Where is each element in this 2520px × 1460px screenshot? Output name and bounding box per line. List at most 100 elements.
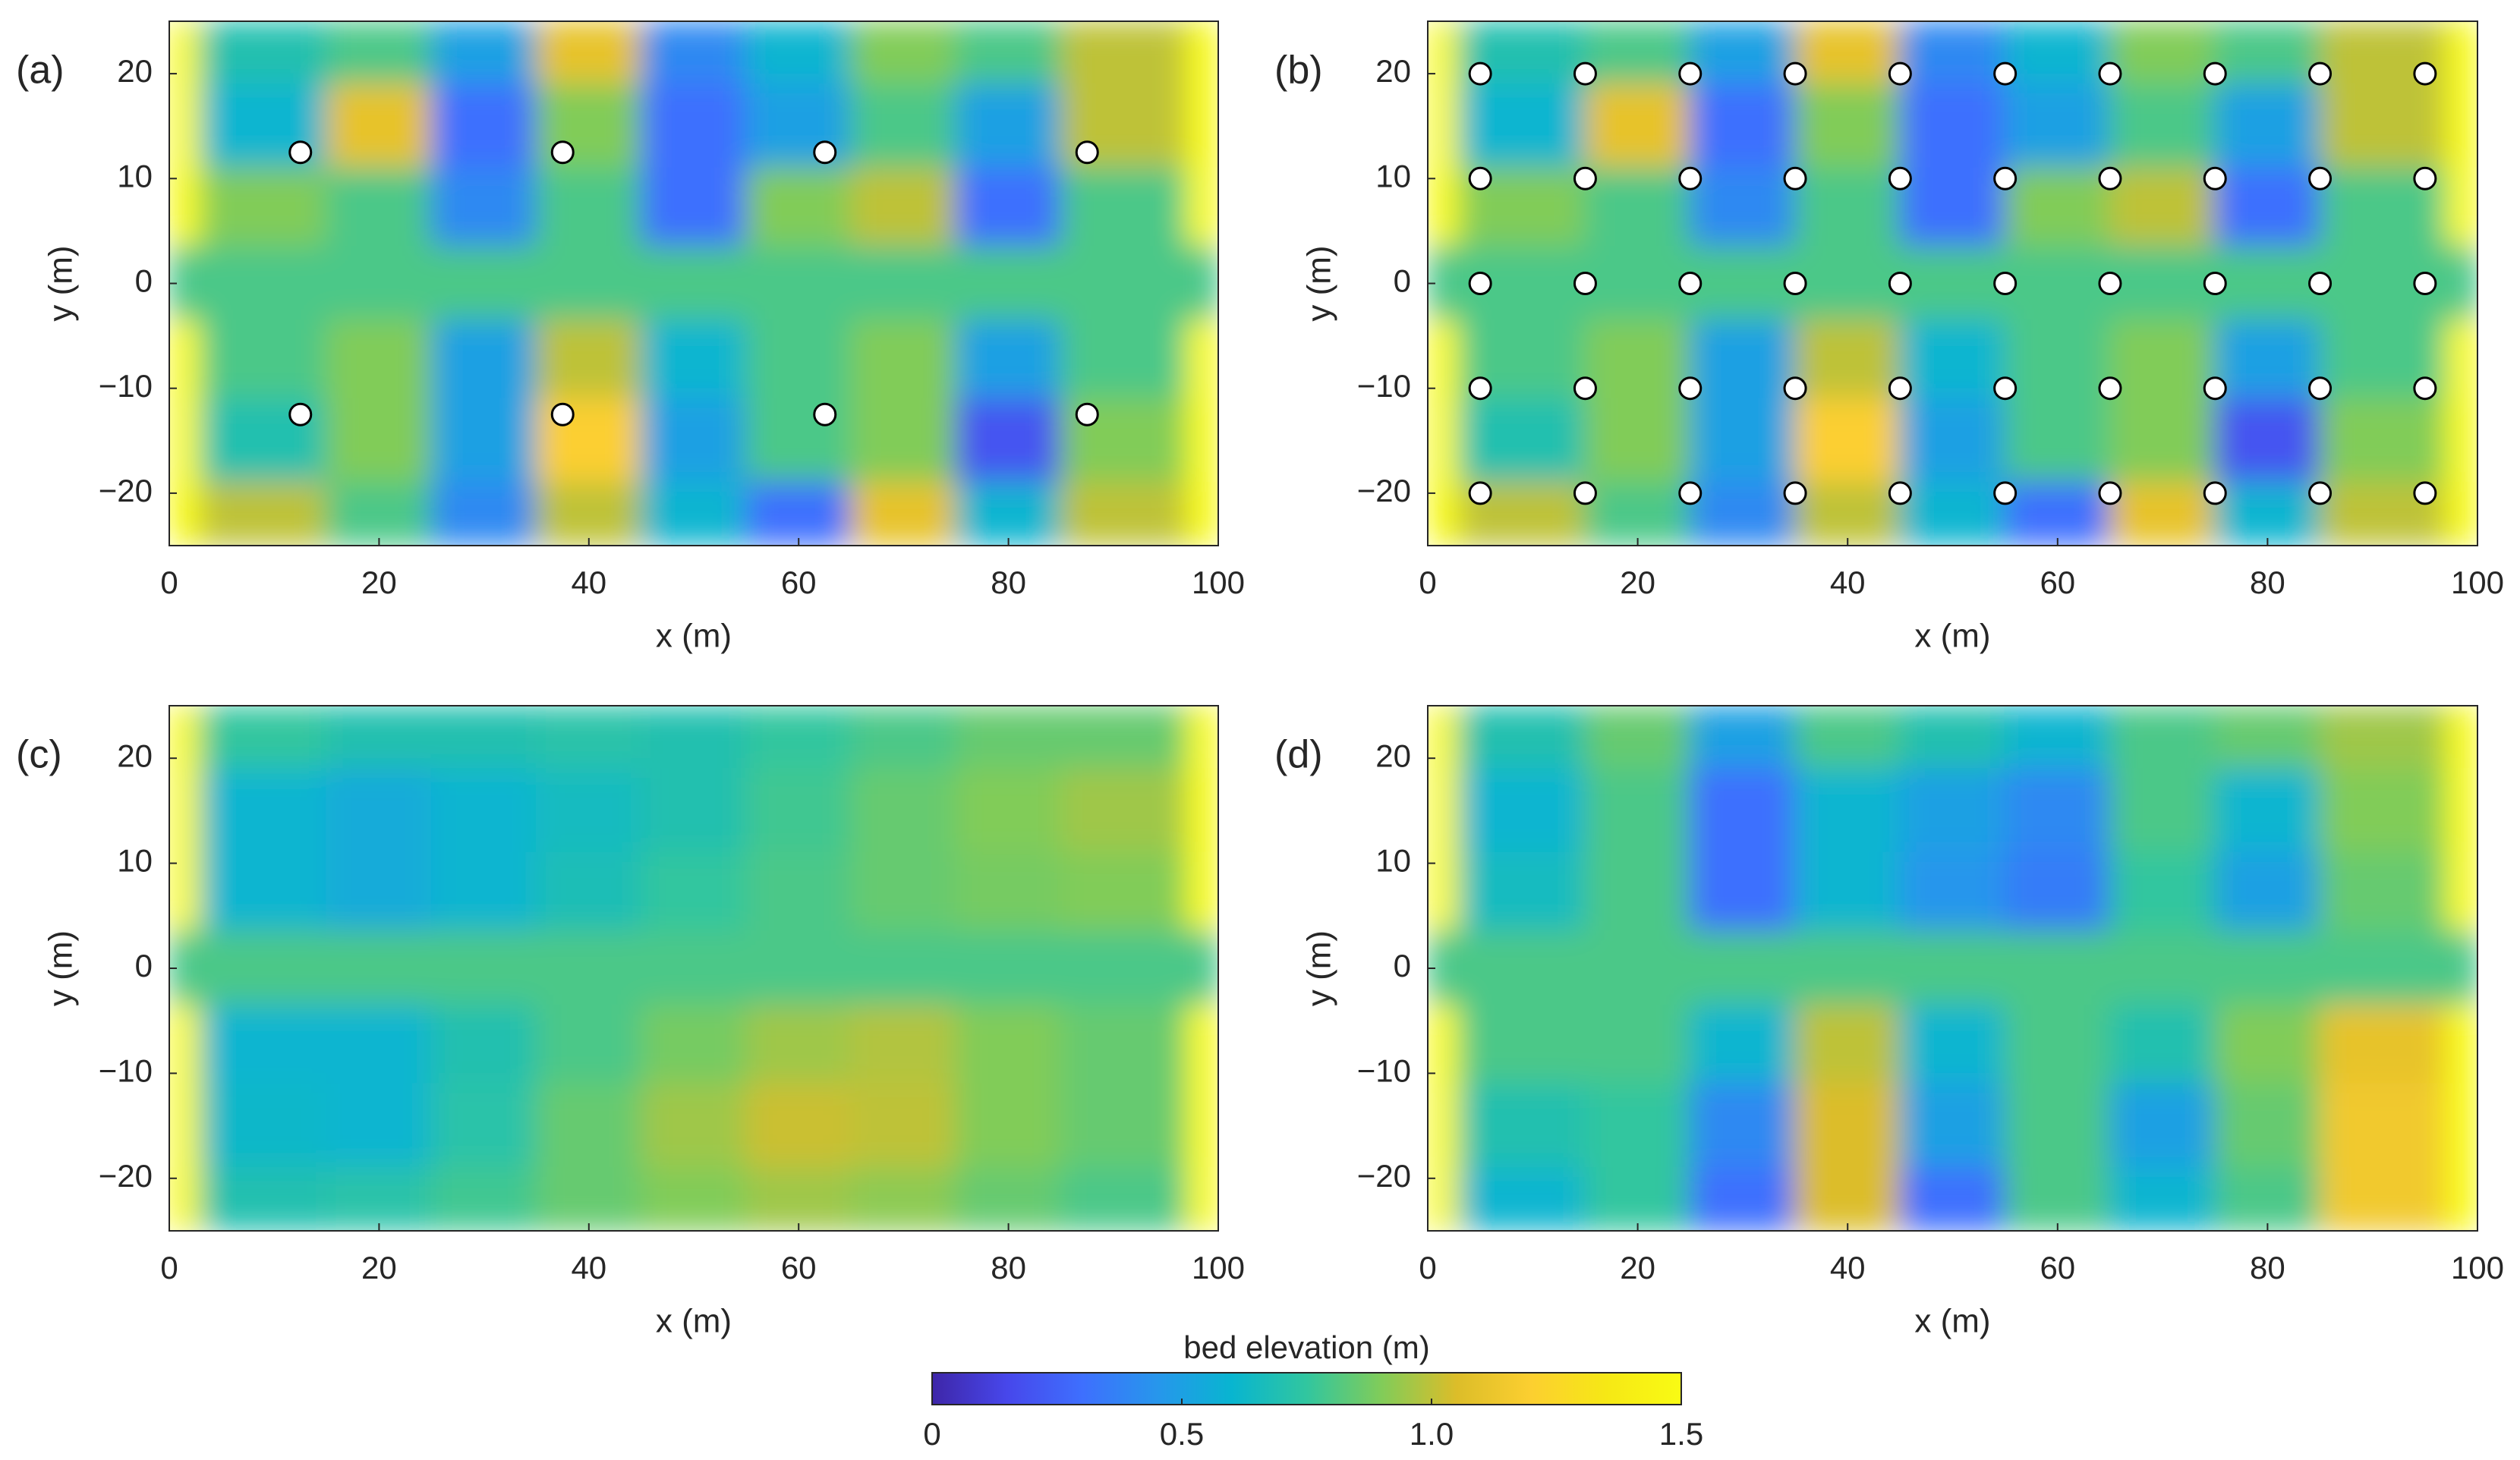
sample-point bbox=[2413, 61, 2437, 86]
heat-cell bbox=[2109, 21, 2216, 85]
heat-cell bbox=[1689, 768, 1797, 854]
y-axis-label: y (m) bbox=[43, 930, 80, 1006]
x-axis-label: x (m) bbox=[656, 1303, 732, 1340]
heat-cell bbox=[745, 246, 852, 321]
heat-cell bbox=[1186, 1083, 1218, 1169]
heat-cell bbox=[1689, 319, 1797, 400]
heat-cell bbox=[2214, 706, 2321, 770]
heat-cell bbox=[1428, 1166, 1460, 1231]
sample-point bbox=[1573, 61, 1597, 86]
x-axis-label: x (m) bbox=[1914, 618, 1990, 655]
heat-cell bbox=[2214, 482, 2321, 546]
heat-cell bbox=[326, 851, 433, 933]
heat-cell bbox=[430, 21, 537, 85]
sample-point bbox=[2203, 166, 2227, 190]
heat-cell bbox=[2004, 851, 2111, 933]
heat-cell bbox=[2214, 21, 2321, 85]
heat-cell bbox=[2214, 930, 2321, 1006]
x-tick-label: 80 bbox=[2250, 1250, 2285, 1285]
colorbar-label: bed elevation (m) bbox=[1183, 1329, 1430, 1365]
heat-cell bbox=[1060, 768, 1188, 854]
heat-cell bbox=[430, 706, 537, 770]
heat-cell bbox=[1060, 706, 1188, 770]
heat-cell bbox=[1899, 1166, 2006, 1231]
plot-area bbox=[169, 21, 1218, 546]
heat-cell bbox=[169, 768, 202, 854]
heat-cell bbox=[640, 167, 748, 248]
x-tick-label: 80 bbox=[2250, 565, 2285, 600]
y-tick-label: 10 bbox=[1375, 843, 1411, 879]
heat-cell bbox=[1899, 167, 2006, 248]
heat-cell bbox=[955, 246, 1062, 321]
heat-cell bbox=[745, 768, 852, 854]
heat-cell bbox=[200, 1083, 328, 1169]
sample-point bbox=[2098, 376, 2122, 401]
sample-point bbox=[1888, 272, 1912, 295]
heat-cell bbox=[1428, 83, 1460, 169]
heat-cell bbox=[2109, 167, 2216, 248]
colorbar-tick-label: 0 bbox=[923, 1416, 940, 1452]
heat-cell bbox=[955, 398, 1062, 484]
heat-cell bbox=[745, 21, 852, 85]
sample-point bbox=[288, 402, 313, 426]
x-tick-label: 0 bbox=[160, 565, 178, 600]
heat-cell bbox=[2004, 1083, 2111, 1169]
sample-point bbox=[2308, 166, 2333, 190]
sample-point bbox=[813, 140, 837, 165]
sample-point bbox=[1573, 166, 1597, 190]
sample-point bbox=[1468, 376, 1492, 401]
heat-cell bbox=[1060, 1004, 1188, 1085]
heat-cell bbox=[1428, 1083, 1460, 1169]
heat-cell bbox=[326, 1166, 433, 1231]
heat-cell bbox=[430, 83, 537, 169]
heat-cell bbox=[1794, 398, 1901, 484]
heat-cell bbox=[2109, 319, 2216, 400]
heat-cell bbox=[1186, 246, 1218, 321]
x-tick-label: 0 bbox=[1419, 1250, 1436, 1285]
panel-label: (c) bbox=[16, 733, 62, 777]
heat-cell bbox=[1584, 1004, 1691, 1085]
heat-cell bbox=[326, 1083, 433, 1169]
heat-cell bbox=[169, 21, 202, 85]
heat-cell bbox=[326, 167, 433, 248]
heat-cell bbox=[1458, 1004, 1586, 1085]
heatmap bbox=[169, 21, 1218, 546]
heat-cell bbox=[955, 1166, 1062, 1231]
heat-cell bbox=[430, 768, 537, 854]
heat-cell bbox=[955, 319, 1062, 400]
sample-point bbox=[1783, 272, 1807, 295]
heat-cell bbox=[2004, 246, 2111, 321]
heat-cell bbox=[1060, 319, 1188, 400]
heat-cell bbox=[1899, 1004, 2006, 1085]
heat-cell bbox=[2214, 83, 2321, 169]
heat-cell bbox=[1689, 1166, 1797, 1231]
y-tick-label: 20 bbox=[117, 738, 153, 773]
heat-cell bbox=[2214, 246, 2321, 321]
x-tick-label: 80 bbox=[991, 565, 1026, 600]
heat-cell bbox=[430, 319, 537, 400]
heat-cell bbox=[1794, 21, 1901, 85]
sample-point bbox=[550, 402, 575, 426]
heat-cell bbox=[535, 768, 642, 854]
sample-point bbox=[2098, 272, 2122, 295]
heat-cell bbox=[430, 1083, 537, 1169]
heat-cell bbox=[1186, 851, 1218, 933]
heat-cell bbox=[850, 21, 957, 85]
heat-cell bbox=[430, 482, 537, 546]
sample-point bbox=[1993, 272, 2018, 295]
heat-cell bbox=[2109, 1083, 2216, 1169]
heat-cell bbox=[2445, 246, 2477, 321]
sample-point bbox=[1888, 166, 1912, 190]
heat-cell bbox=[2445, 1166, 2477, 1231]
x-tick-label: 40 bbox=[1830, 565, 1866, 600]
heat-cell bbox=[2319, 851, 2447, 933]
sample-point bbox=[2413, 272, 2437, 295]
heat-cell bbox=[850, 768, 957, 854]
heat-cell bbox=[2214, 398, 2321, 484]
heat-cell bbox=[1689, 1004, 1797, 1085]
heat-cell bbox=[1794, 482, 1901, 546]
heat-cell bbox=[1689, 21, 1797, 85]
sample-point bbox=[1468, 481, 1492, 505]
heat-cell bbox=[2445, 768, 2477, 854]
heat-cell bbox=[2319, 398, 2447, 484]
